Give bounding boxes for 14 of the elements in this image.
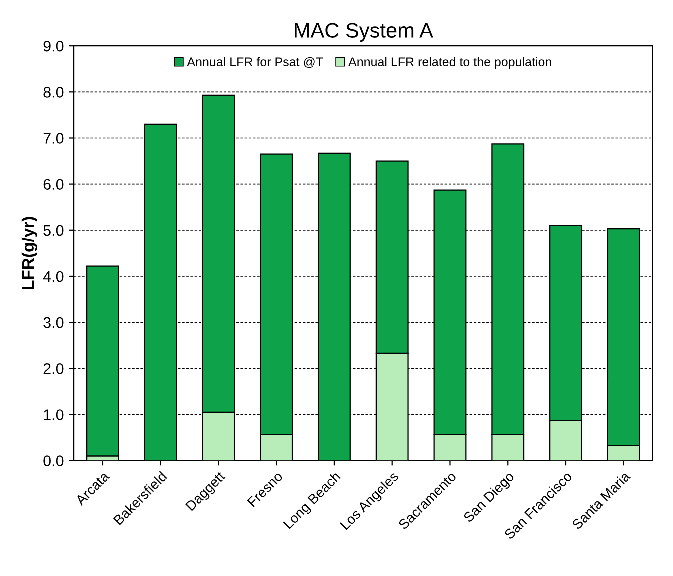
y-tick-label: 3.0 <box>44 317 64 328</box>
legend-label: Annual LFR for Psat @T <box>187 57 324 68</box>
y-tick-label: 0.0 <box>44 456 64 466</box>
y-tick-label: 2.0 <box>44 364 64 374</box>
y-tick-label: 6.0 <box>44 179 64 190</box>
chart-title: MAC System A <box>295 23 434 42</box>
y-tick-label: 5.0 <box>44 225 64 236</box>
y-tick-label: 4.0 <box>43 271 64 282</box>
legend-label: Annual LFR related to the population <box>348 57 552 69</box>
y-tick-label: 8.0 <box>44 87 64 98</box>
y-tick-label: 7.0 <box>44 133 64 144</box>
y-tick-label: 9.0 <box>44 40 64 52</box>
y-axis-title: LFR(g/yr) <box>22 217 38 290</box>
y-tick-label: 1.0 <box>44 410 64 420</box>
